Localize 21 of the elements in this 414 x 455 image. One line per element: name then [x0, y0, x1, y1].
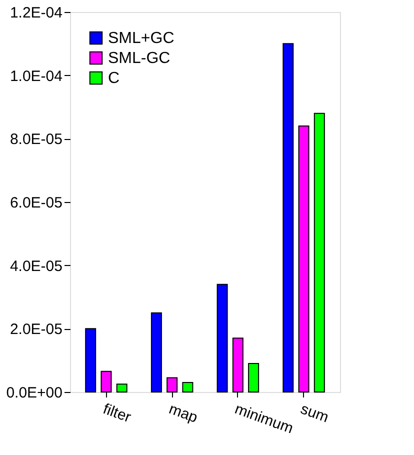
bar: [116, 384, 128, 392]
x-tick-label: filter: [100, 400, 134, 426]
y-tick-label: 2.0E-05: [10, 321, 62, 338]
legend-label: SML-GC: [108, 50, 170, 67]
x-tick-label: map: [166, 400, 200, 427]
y-tick-label: 8.0E-05: [10, 131, 62, 148]
y-tick-label: 6.0E-05: [10, 194, 62, 212]
legend-label: SML+GC: [108, 30, 174, 47]
bar: [85, 328, 96, 392]
bar: [150, 312, 162, 392]
bar: [248, 363, 260, 392]
y-tick-label: 1.2E-04: [10, 4, 62, 22]
y-tick-label: 0.0E+00: [6, 384, 62, 402]
bar: [282, 43, 294, 392]
y-tick-label: 1.0E-04: [10, 68, 62, 85]
bar: [216, 284, 228, 392]
legend-label: C: [108, 70, 120, 87]
y-tick-label: 4.0E-05: [10, 258, 62, 275]
x-tick-label: sum: [298, 400, 331, 426]
bar: [182, 382, 194, 392]
bar: [314, 112, 325, 392]
